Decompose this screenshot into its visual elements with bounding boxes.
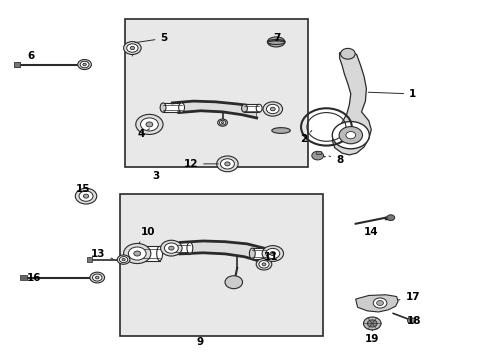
Circle shape [259, 261, 268, 268]
Ellipse shape [167, 242, 173, 254]
Circle shape [134, 251, 141, 256]
Circle shape [262, 263, 265, 266]
Circle shape [130, 46, 134, 50]
Ellipse shape [256, 104, 262, 112]
Text: 14: 14 [363, 227, 378, 237]
Circle shape [224, 276, 242, 289]
Ellipse shape [178, 103, 184, 112]
Text: 16: 16 [26, 273, 41, 283]
FancyBboxPatch shape [136, 246, 159, 261]
FancyBboxPatch shape [20, 275, 26, 280]
Ellipse shape [157, 246, 162, 261]
Circle shape [160, 240, 182, 256]
Text: 12: 12 [183, 159, 218, 169]
Circle shape [265, 248, 279, 258]
Circle shape [80, 61, 89, 68]
Circle shape [338, 127, 362, 144]
Text: 11: 11 [264, 252, 278, 262]
Circle shape [216, 156, 238, 172]
Circle shape [270, 107, 275, 111]
Circle shape [363, 317, 380, 330]
Circle shape [376, 301, 383, 306]
Circle shape [311, 151, 323, 160]
Polygon shape [331, 50, 370, 155]
Text: 4: 4 [137, 129, 149, 139]
FancyBboxPatch shape [244, 104, 259, 112]
Polygon shape [180, 241, 264, 262]
Circle shape [263, 102, 282, 116]
Text: 6: 6 [27, 51, 35, 61]
Bar [120, 194, 322, 336]
Circle shape [119, 257, 127, 263]
Circle shape [269, 252, 275, 256]
Circle shape [221, 122, 224, 123]
Circle shape [123, 243, 151, 264]
Circle shape [407, 318, 414, 323]
Circle shape [168, 246, 174, 250]
Circle shape [220, 159, 234, 169]
Circle shape [164, 243, 178, 253]
Text: 17: 17 [397, 292, 419, 302]
Circle shape [82, 63, 86, 66]
Circle shape [372, 298, 386, 308]
FancyBboxPatch shape [14, 62, 20, 67]
Ellipse shape [186, 242, 192, 254]
Circle shape [146, 122, 153, 127]
Circle shape [83, 194, 88, 198]
Circle shape [128, 247, 146, 260]
Circle shape [386, 215, 394, 221]
Ellipse shape [267, 37, 285, 47]
Text: 15: 15 [75, 184, 90, 194]
Text: 10: 10 [139, 227, 155, 243]
FancyBboxPatch shape [87, 257, 92, 262]
Circle shape [366, 320, 376, 327]
Circle shape [117, 255, 130, 264]
FancyBboxPatch shape [252, 248, 270, 259]
Circle shape [331, 122, 368, 149]
Circle shape [266, 104, 279, 114]
Text: 8: 8 [328, 155, 343, 165]
Circle shape [140, 118, 158, 131]
Ellipse shape [133, 246, 139, 261]
Text: 5: 5 [135, 33, 167, 43]
Text: 13: 13 [91, 248, 112, 259]
Circle shape [345, 132, 355, 139]
Ellipse shape [160, 103, 165, 112]
Polygon shape [172, 101, 256, 118]
Circle shape [262, 246, 283, 261]
Ellipse shape [241, 104, 247, 112]
Polygon shape [355, 295, 397, 312]
Text: 3: 3 [152, 171, 159, 181]
Text: 7: 7 [269, 33, 280, 44]
Circle shape [123, 41, 141, 54]
FancyBboxPatch shape [315, 151, 320, 154]
Text: 19: 19 [365, 330, 379, 343]
Circle shape [219, 120, 225, 125]
Text: 1: 1 [367, 89, 415, 99]
FancyBboxPatch shape [170, 242, 189, 254]
Circle shape [256, 258, 271, 270]
Circle shape [78, 59, 91, 69]
Bar [125, 19, 307, 167]
Circle shape [136, 114, 163, 134]
Ellipse shape [249, 248, 255, 259]
Circle shape [95, 276, 99, 279]
Circle shape [122, 258, 125, 261]
FancyBboxPatch shape [163, 103, 181, 112]
Text: 2: 2 [300, 131, 311, 144]
Circle shape [217, 119, 227, 126]
Text: 18: 18 [406, 316, 421, 325]
Circle shape [92, 274, 102, 281]
Circle shape [79, 191, 93, 201]
Circle shape [224, 162, 230, 166]
Ellipse shape [267, 248, 273, 259]
Circle shape [90, 272, 104, 283]
Ellipse shape [271, 128, 290, 134]
Circle shape [126, 44, 138, 52]
Circle shape [75, 188, 97, 204]
Text: 9: 9 [196, 337, 203, 347]
Circle shape [340, 48, 354, 59]
